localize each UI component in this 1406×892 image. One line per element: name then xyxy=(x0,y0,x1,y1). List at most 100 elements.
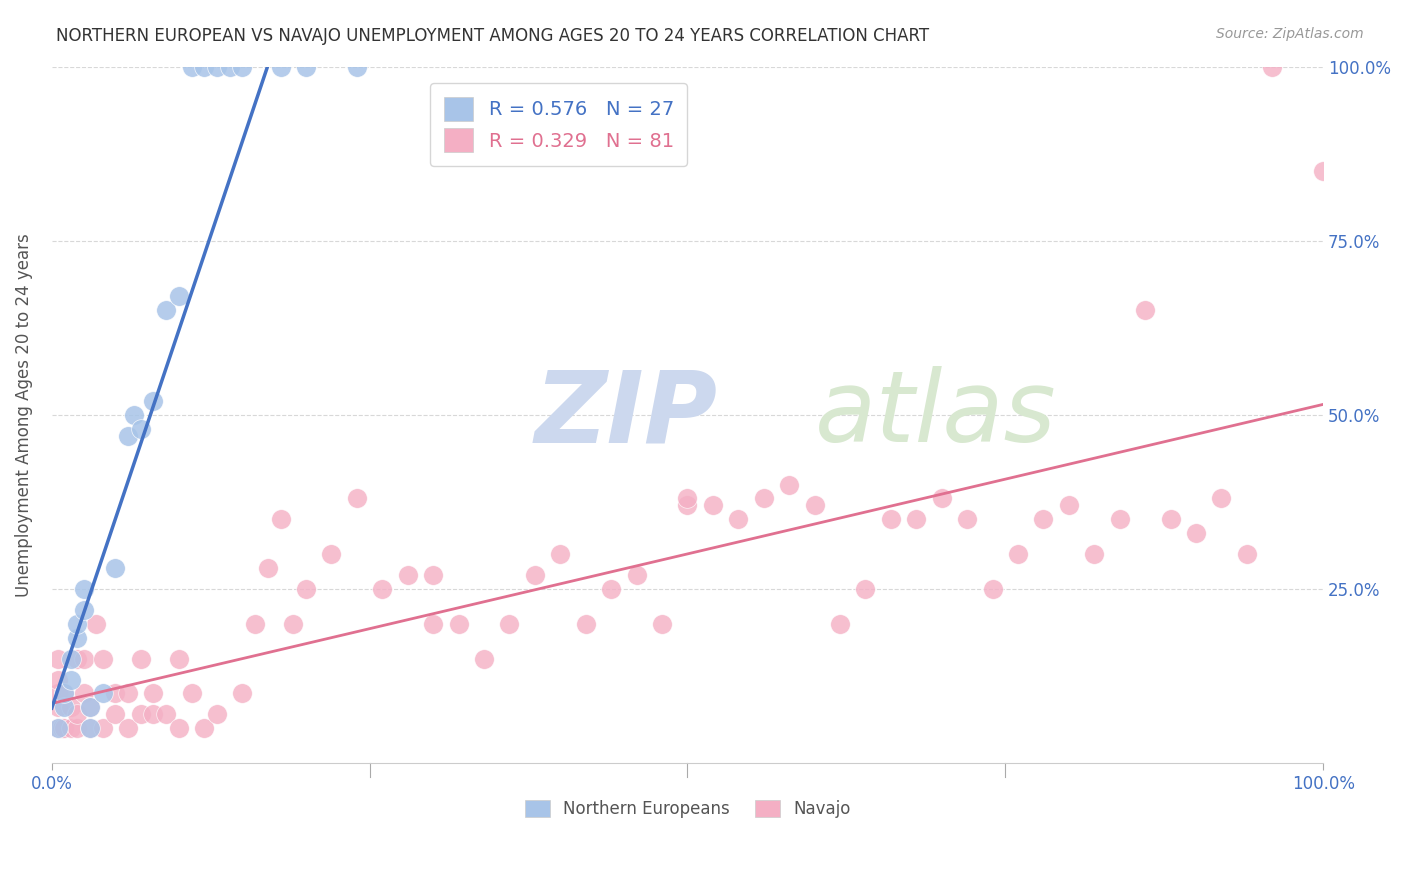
Point xyxy=(155,303,177,318)
Point xyxy=(1032,512,1054,526)
Point xyxy=(129,422,152,436)
Point xyxy=(193,60,215,74)
Point xyxy=(91,721,114,735)
Point xyxy=(1108,512,1130,526)
Point xyxy=(155,707,177,722)
Point xyxy=(46,651,69,665)
Point xyxy=(205,60,228,74)
Point xyxy=(117,429,139,443)
Point xyxy=(956,512,979,526)
Point xyxy=(346,491,368,506)
Point xyxy=(129,707,152,722)
Point xyxy=(1211,491,1233,506)
Point xyxy=(59,673,82,687)
Point xyxy=(778,477,800,491)
Point xyxy=(59,700,82,714)
Point xyxy=(72,582,94,596)
Point xyxy=(905,512,928,526)
Point xyxy=(1133,303,1156,318)
Point xyxy=(600,582,623,596)
Text: NORTHERN EUROPEAN VS NAVAJO UNEMPLOYMENT AMONG AGES 20 TO 24 YEARS CORRELATION C: NORTHERN EUROPEAN VS NAVAJO UNEMPLOYMENT… xyxy=(56,27,929,45)
Point xyxy=(218,60,240,74)
Point xyxy=(66,707,89,722)
Point xyxy=(371,582,394,596)
Point xyxy=(1057,499,1080,513)
Point xyxy=(752,491,775,506)
Point xyxy=(396,568,419,582)
Point xyxy=(66,651,89,665)
Point xyxy=(651,616,673,631)
Point xyxy=(205,707,228,722)
Point xyxy=(53,700,76,714)
Point xyxy=(53,721,76,735)
Point xyxy=(180,60,202,74)
Point xyxy=(72,651,94,665)
Point xyxy=(257,561,280,575)
Point xyxy=(117,686,139,700)
Text: ZIP: ZIP xyxy=(534,367,718,463)
Point xyxy=(91,651,114,665)
Point xyxy=(91,686,114,700)
Point xyxy=(1007,547,1029,561)
Point xyxy=(828,616,851,631)
Point xyxy=(66,616,89,631)
Point xyxy=(129,651,152,665)
Point xyxy=(79,721,101,735)
Point xyxy=(72,603,94,617)
Point xyxy=(1185,526,1208,541)
Point xyxy=(550,547,572,561)
Point xyxy=(46,700,69,714)
Point xyxy=(472,651,495,665)
Point xyxy=(53,686,76,700)
Point xyxy=(346,60,368,74)
Point xyxy=(270,60,292,74)
Point xyxy=(295,60,318,74)
Point xyxy=(231,686,253,700)
Point xyxy=(79,721,101,735)
Point xyxy=(855,582,877,596)
Point xyxy=(167,721,190,735)
Point xyxy=(498,616,520,631)
Point xyxy=(727,512,749,526)
Point xyxy=(1160,512,1182,526)
Point xyxy=(66,721,89,735)
Text: Source: ZipAtlas.com: Source: ZipAtlas.com xyxy=(1216,27,1364,41)
Point xyxy=(676,499,699,513)
Point xyxy=(295,582,318,596)
Point xyxy=(46,721,69,735)
Point xyxy=(142,393,165,408)
Point xyxy=(803,499,825,513)
Point xyxy=(231,60,253,74)
Point xyxy=(167,651,190,665)
Point xyxy=(59,721,82,735)
Point xyxy=(321,547,343,561)
Point xyxy=(1261,60,1284,74)
Y-axis label: Unemployment Among Ages 20 to 24 years: Unemployment Among Ages 20 to 24 years xyxy=(15,233,32,597)
Text: atlas: atlas xyxy=(814,367,1056,463)
Point xyxy=(880,512,903,526)
Point xyxy=(702,499,724,513)
Point xyxy=(1236,547,1258,561)
Point xyxy=(626,568,648,582)
Point xyxy=(523,568,546,582)
Point xyxy=(981,582,1004,596)
Point xyxy=(104,707,127,722)
Point xyxy=(104,686,127,700)
Point xyxy=(931,491,953,506)
Point xyxy=(283,616,305,631)
Point xyxy=(53,686,76,700)
Point xyxy=(422,616,444,631)
Point xyxy=(117,721,139,735)
Point xyxy=(270,512,292,526)
Point xyxy=(104,561,127,575)
Point xyxy=(46,686,69,700)
Point xyxy=(447,616,470,631)
Point xyxy=(79,700,101,714)
Point xyxy=(1083,547,1105,561)
Point xyxy=(79,700,101,714)
Point xyxy=(676,491,699,506)
Point xyxy=(243,616,266,631)
Point xyxy=(1312,164,1334,178)
Point xyxy=(46,721,69,735)
Point xyxy=(575,616,598,631)
